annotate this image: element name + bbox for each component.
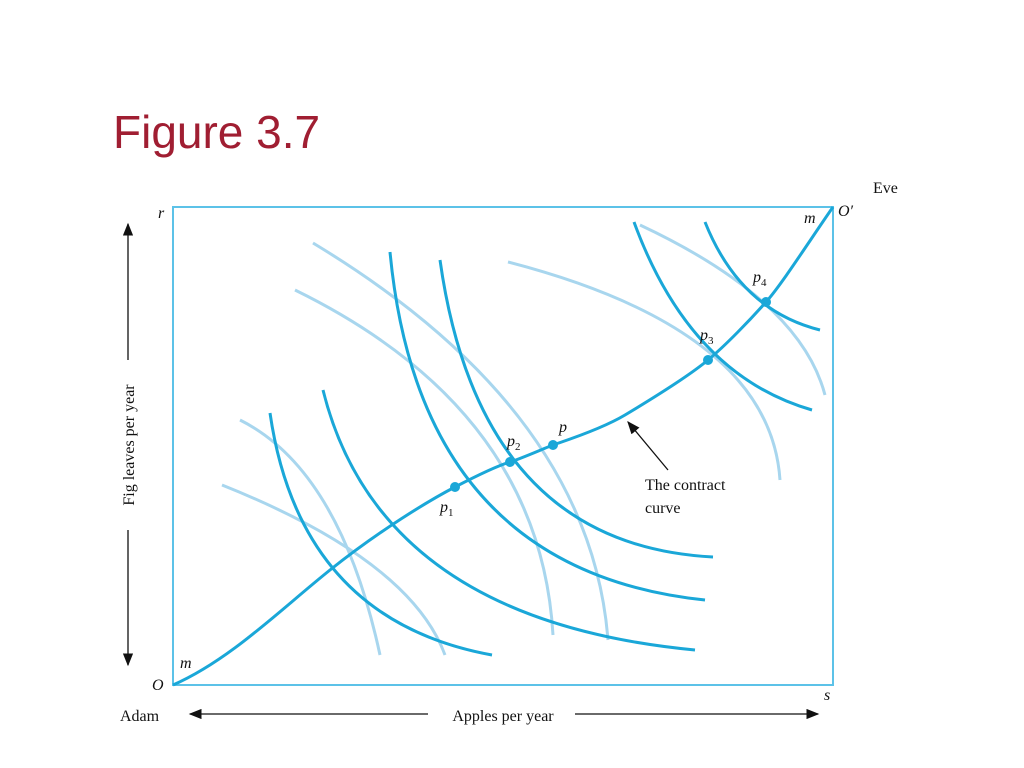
axis-arrows: [122, 222, 820, 720]
owner-label: Adam: [120, 708, 160, 725]
corner-label: r: [158, 205, 165, 222]
corner-label: O′: [838, 203, 854, 220]
point-label: p4: [752, 269, 767, 289]
y-axis-label: Fig leaves per year: [121, 384, 138, 506]
points: [450, 297, 771, 492]
annotation: curve: [645, 500, 681, 517]
x-axis-label: Apples per year: [452, 708, 554, 725]
point-label: p1: [439, 499, 454, 519]
owner-label: Eve: [873, 180, 898, 197]
point-label: p3: [699, 327, 714, 347]
title: Figure 3.7: [113, 106, 320, 158]
corner-label: O: [152, 677, 164, 694]
indifference-curves: [221, 221, 827, 657]
point-label: p: [558, 419, 567, 436]
point-label: p2: [506, 433, 521, 453]
curve-end-label: m: [804, 210, 816, 227]
edgeworth-box: [172, 206, 834, 686]
curve-end-label: m: [180, 655, 192, 672]
annotation: The contract: [645, 477, 726, 494]
corner-label: s: [824, 687, 830, 704]
